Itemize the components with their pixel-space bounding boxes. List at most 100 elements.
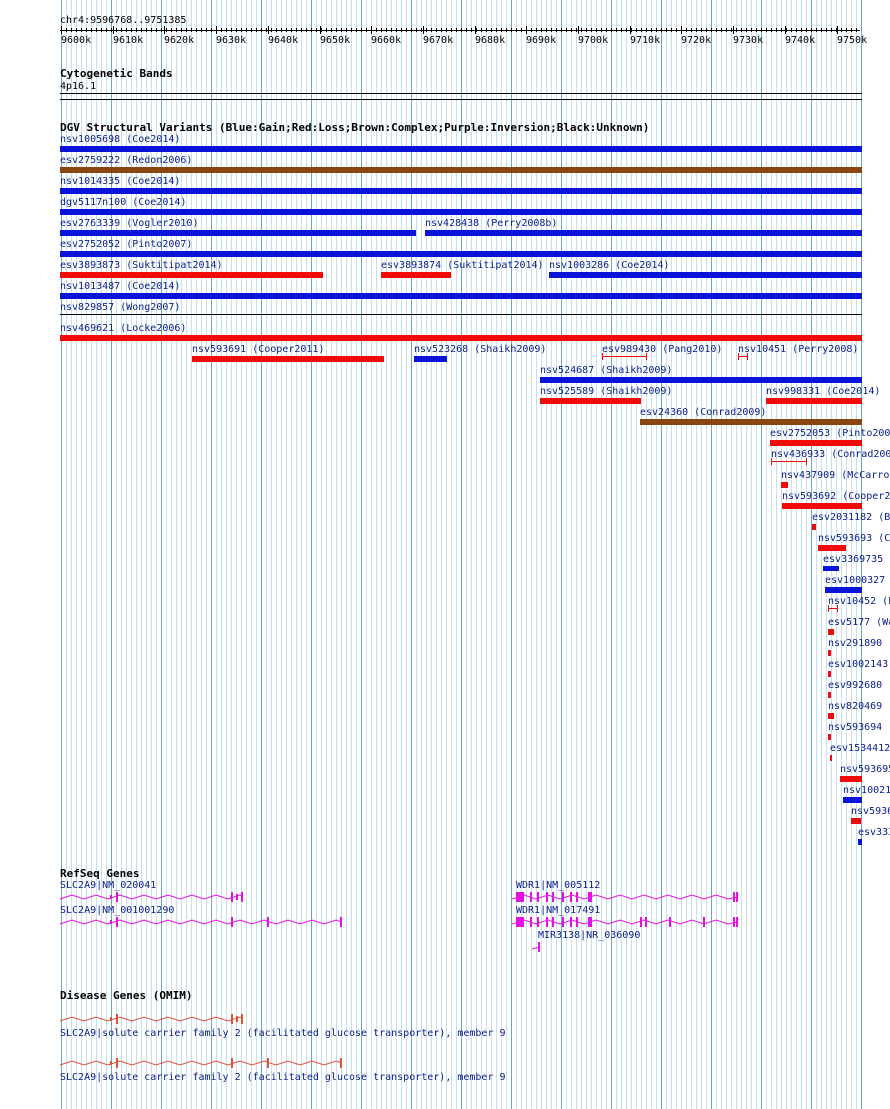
dgv-feature-label[interactable]: dgv5117n100 (Coe2014) — [60, 197, 187, 208]
dgv-feature-label[interactable]: esv1000327 — [825, 575, 886, 586]
dgv-feature-bar[interactable] — [60, 314, 862, 315]
dgv-feature-bar[interactable] — [640, 419, 862, 425]
dgv-feature-bar[interactable] — [540, 398, 641, 404]
dgv-feature-bar[interactable] — [781, 482, 788, 488]
dgv-feature-label[interactable]: esv992680 ( — [828, 680, 890, 691]
dgv-feature-bar[interactable] — [60, 146, 862, 152]
dgv-feature-label[interactable]: nsv1014335 (Coe2014) — [60, 176, 181, 187]
dgv-feature-bar[interactable] — [381, 272, 451, 278]
dgv-feature-bar[interactable] — [60, 251, 862, 257]
dgv-feature-bar[interactable] — [818, 545, 846, 551]
refseq-gene-model[interactable] — [531, 942, 541, 952]
refseq-gene-model[interactable] — [59, 892, 244, 902]
dgv-feature-label[interactable]: nsv469621 (Locke2006) — [60, 323, 187, 334]
dgv-feature-label[interactable]: nsv10021 — [843, 785, 890, 796]
dgv-feature-bar[interactable] — [828, 692, 831, 698]
dgv-feature-bar[interactable] — [602, 356, 647, 357]
dgv-feature-label[interactable]: esv3369735 — [823, 554, 884, 565]
dgv-feature-label[interactable]: nsv593694 ( — [828, 722, 890, 733]
dgv-feature-bar[interactable] — [828, 671, 831, 677]
grid-line — [381, 0, 382, 1109]
dgv-feature-label[interactable]: nsv593693 (C — [818, 533, 890, 544]
ruler-minor-tick — [471, 28, 472, 32]
dgv-feature-bar[interactable] — [782, 503, 862, 509]
dgv-feature-label[interactable]: nsv593691 (Cooper2011) — [192, 344, 325, 355]
dgv-feature-label[interactable]: esv3893874 (Suktitipat2014) — [381, 260, 544, 271]
omim-gene-label[interactable]: SLC2A9|solute carrier family 2 (facilita… — [60, 1072, 506, 1083]
dgv-feature-label[interactable]: nsv524687 (Shaikh2009) — [540, 365, 673, 376]
dgv-feature-bar[interactable] — [828, 713, 834, 719]
dgv-feature-label[interactable]: nsv1003286 (Coe2014) — [549, 260, 670, 271]
dgv-feature-label[interactable]: nsv523268 (Shaikh2009) — [414, 344, 547, 355]
refseq-gene-label[interactable]: WDR1|NM_017491 — [516, 905, 601, 916]
dgv-feature-bar[interactable] — [540, 377, 862, 383]
dgv-feature-label[interactable]: esv1534412 — [830, 743, 890, 754]
dgv-feature-bar[interactable] — [851, 818, 861, 824]
dgv-feature-bar[interactable] — [60, 167, 862, 173]
dgv-feature-label[interactable]: nsv437909 (McCarroll2008) — [781, 470, 890, 481]
dgv-feature-bar[interactable] — [60, 209, 862, 215]
refseq-gene-model[interactable] — [511, 917, 739, 927]
dgv-feature-bar[interactable] — [425, 230, 862, 236]
dgv-feature-bar[interactable] — [192, 356, 384, 362]
refseq-gene-label[interactable]: WDR1|NM_005112 — [516, 880, 601, 891]
refseq-gene-model[interactable] — [59, 917, 343, 927]
dgv-feature-bar[interactable] — [830, 755, 832, 761]
dgv-feature-label[interactable]: esv5177 (Wa — [828, 617, 890, 628]
dgv-feature-label[interactable]: esv2763339 (Vogler2010) — [60, 218, 199, 229]
dgv-feature-label[interactable]: nsv998331 (Coe2014) — [766, 386, 881, 397]
dgv-feature-label[interactable]: nsv1005698 (Coe2014) — [60, 134, 181, 145]
dgv-feature-label[interactable]: esv3893873 (Suktitipat2014) — [60, 260, 223, 271]
refseq-gene-label[interactable]: MIR3138|NR_036090 — [538, 930, 641, 941]
dgv-feature-label[interactable]: nsv436933 (Conrad2009) — [771, 449, 890, 460]
dgv-feature-label[interactable]: nsv5936 — [851, 806, 890, 817]
omim-gene-label[interactable]: SLC2A9|solute carrier family 2 (facilita… — [60, 1028, 506, 1039]
omim-gene-model[interactable] — [59, 1014, 244, 1024]
dgv-feature-label[interactable]: esv989430 (Pang2010) — [602, 344, 723, 355]
dgv-feature-bar[interactable] — [60, 272, 323, 278]
dgv-feature-bar[interactable] — [414, 356, 447, 362]
dgv-feature-label[interactable]: esv2031182 (B — [812, 512, 890, 523]
dgv-feature-bar[interactable] — [828, 629, 834, 635]
dgv-feature-bar[interactable] — [823, 566, 839, 571]
dgv-feature-bar[interactable] — [858, 839, 862, 845]
dgv-feature-label[interactable]: nsv525589 (Shaikh2009) — [540, 386, 673, 397]
dgv-feature-label[interactable]: esv2752052 (Pinto2007) — [60, 239, 193, 250]
dgv-feature-label[interactable]: nsv593695 — [840, 764, 890, 775]
dgv-feature-bar[interactable] — [812, 524, 816, 530]
dgv-feature-bar[interactable] — [60, 335, 862, 341]
dgv-feature-bar[interactable] — [771, 461, 807, 462]
dgv-feature-label[interactable]: nsv829857 (Wong2007) — [60, 302, 181, 313]
dgv-feature-bar[interactable] — [766, 398, 862, 404]
dgv-feature-label[interactable]: esv1002143 — [828, 659, 889, 670]
dgv-feature-label[interactable]: esv24360 (Conrad2009) — [640, 407, 767, 418]
dgv-feature-bar[interactable] — [549, 272, 862, 278]
dgv-feature-label[interactable]: nsv593692 (Cooper2011) — [782, 491, 890, 502]
dgv-feature-bar[interactable] — [828, 734, 831, 740]
dgv-feature-label[interactable]: esv333 — [858, 827, 890, 838]
ruler-minor-tick — [721, 28, 722, 32]
dgv-feature-label[interactable]: nsv428438 (Perry2008b) — [425, 218, 558, 229]
dgv-feature-bar[interactable] — [60, 230, 416, 236]
refseq-gene-model[interactable] — [511, 892, 739, 902]
dgv-feature-bar[interactable] — [60, 188, 862, 194]
dgv-feature-bar[interactable] — [843, 797, 862, 803]
dgv-feature-bar[interactable] — [60, 293, 862, 299]
refseq-gene-label[interactable]: SLC2A9|NM_020041 — [60, 880, 157, 891]
dgv-feature-bar[interactable] — [828, 608, 838, 609]
dgv-feature-bar[interactable] — [840, 776, 862, 782]
refseq-gene-label[interactable]: SLC2A9|NM_001001290 — [60, 905, 175, 916]
dgv-feature-label[interactable]: nsv10451 (Perry2008) — [738, 344, 859, 355]
omim-gene-model[interactable] — [59, 1058, 343, 1068]
dgv-feature-label[interactable]: nsv1013487 (Coe2014) — [60, 281, 181, 292]
ruler-minor-tick — [321, 28, 322, 32]
dgv-feature-bar[interactable] — [825, 587, 862, 593]
dgv-feature-label[interactable]: esv2752053 (Pinto2007) — [770, 428, 890, 439]
dgv-feature-bar[interactable] — [770, 440, 862, 446]
dgv-feature-label[interactable]: nsv10452 (P — [828, 596, 890, 607]
dgv-feature-label[interactable]: nsv820469 ( — [828, 701, 890, 712]
dgv-feature-label[interactable]: nsv291890 ( — [828, 638, 890, 649]
dgv-feature-label[interactable]: esv2759222 (Redon2006) — [60, 155, 193, 166]
dgv-feature-bar[interactable] — [738, 356, 748, 357]
dgv-feature-bar[interactable] — [828, 650, 831, 656]
